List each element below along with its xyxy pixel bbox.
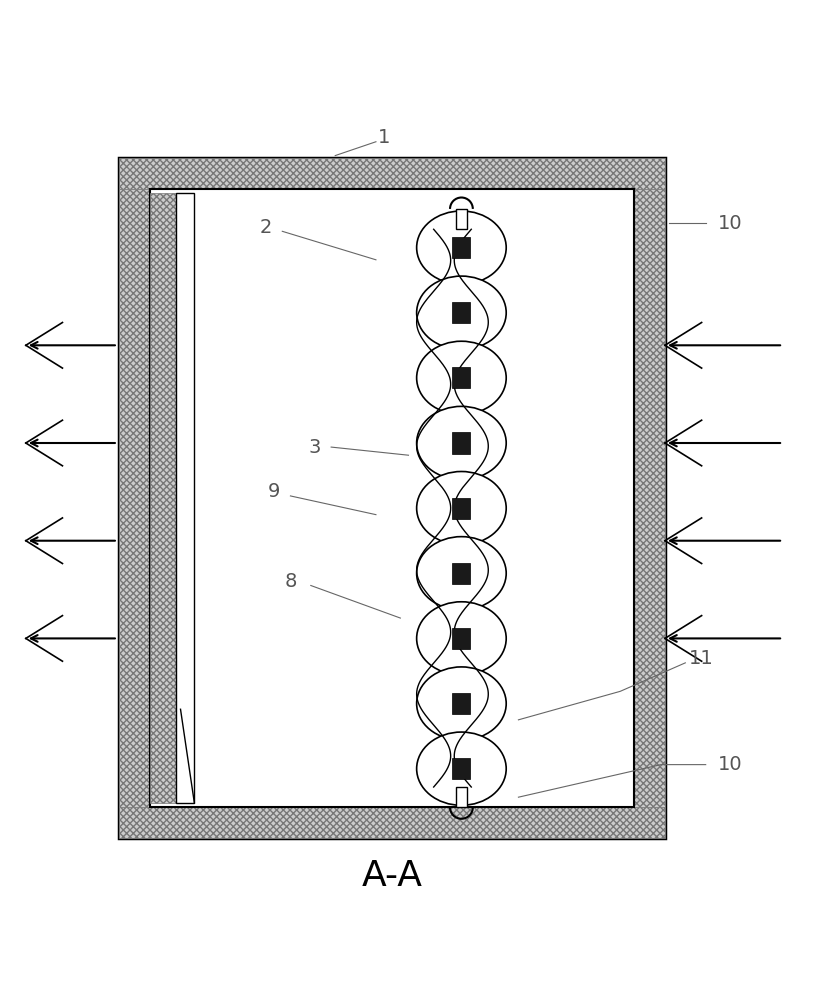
Ellipse shape (417, 472, 507, 545)
Text: 2: 2 (260, 218, 272, 237)
Ellipse shape (417, 667, 507, 740)
Bar (453, 367, 471, 388)
Bar (456, 787, 467, 807)
Ellipse shape (417, 537, 507, 610)
Text: 10: 10 (718, 755, 743, 774)
Bar (119, 158, 665, 838)
Bar (119, 807, 665, 838)
Bar (456, 209, 467, 229)
Bar (453, 563, 471, 584)
Ellipse shape (417, 732, 507, 805)
Text: 8: 8 (284, 572, 297, 591)
Bar (119, 158, 665, 189)
Bar (453, 693, 471, 714)
Bar (150, 189, 634, 807)
Ellipse shape (417, 211, 507, 284)
Bar (453, 758, 471, 779)
Text: 1: 1 (378, 128, 391, 147)
Text: 11: 11 (690, 649, 714, 668)
Bar (119, 189, 150, 807)
Ellipse shape (417, 406, 507, 480)
Text: 10: 10 (718, 214, 743, 233)
Bar (634, 189, 665, 807)
Bar (150, 193, 176, 803)
Ellipse shape (417, 276, 507, 349)
Bar (453, 498, 471, 519)
Bar (453, 628, 471, 649)
Bar (453, 302, 471, 323)
Bar (176, 193, 194, 803)
Text: 3: 3 (309, 438, 321, 457)
Text: 9: 9 (268, 482, 280, 501)
Ellipse shape (417, 341, 507, 415)
Bar (453, 432, 471, 454)
Ellipse shape (417, 602, 507, 675)
Bar (452, 229, 471, 787)
Bar (453, 237, 471, 258)
Text: A-A: A-A (362, 859, 422, 893)
